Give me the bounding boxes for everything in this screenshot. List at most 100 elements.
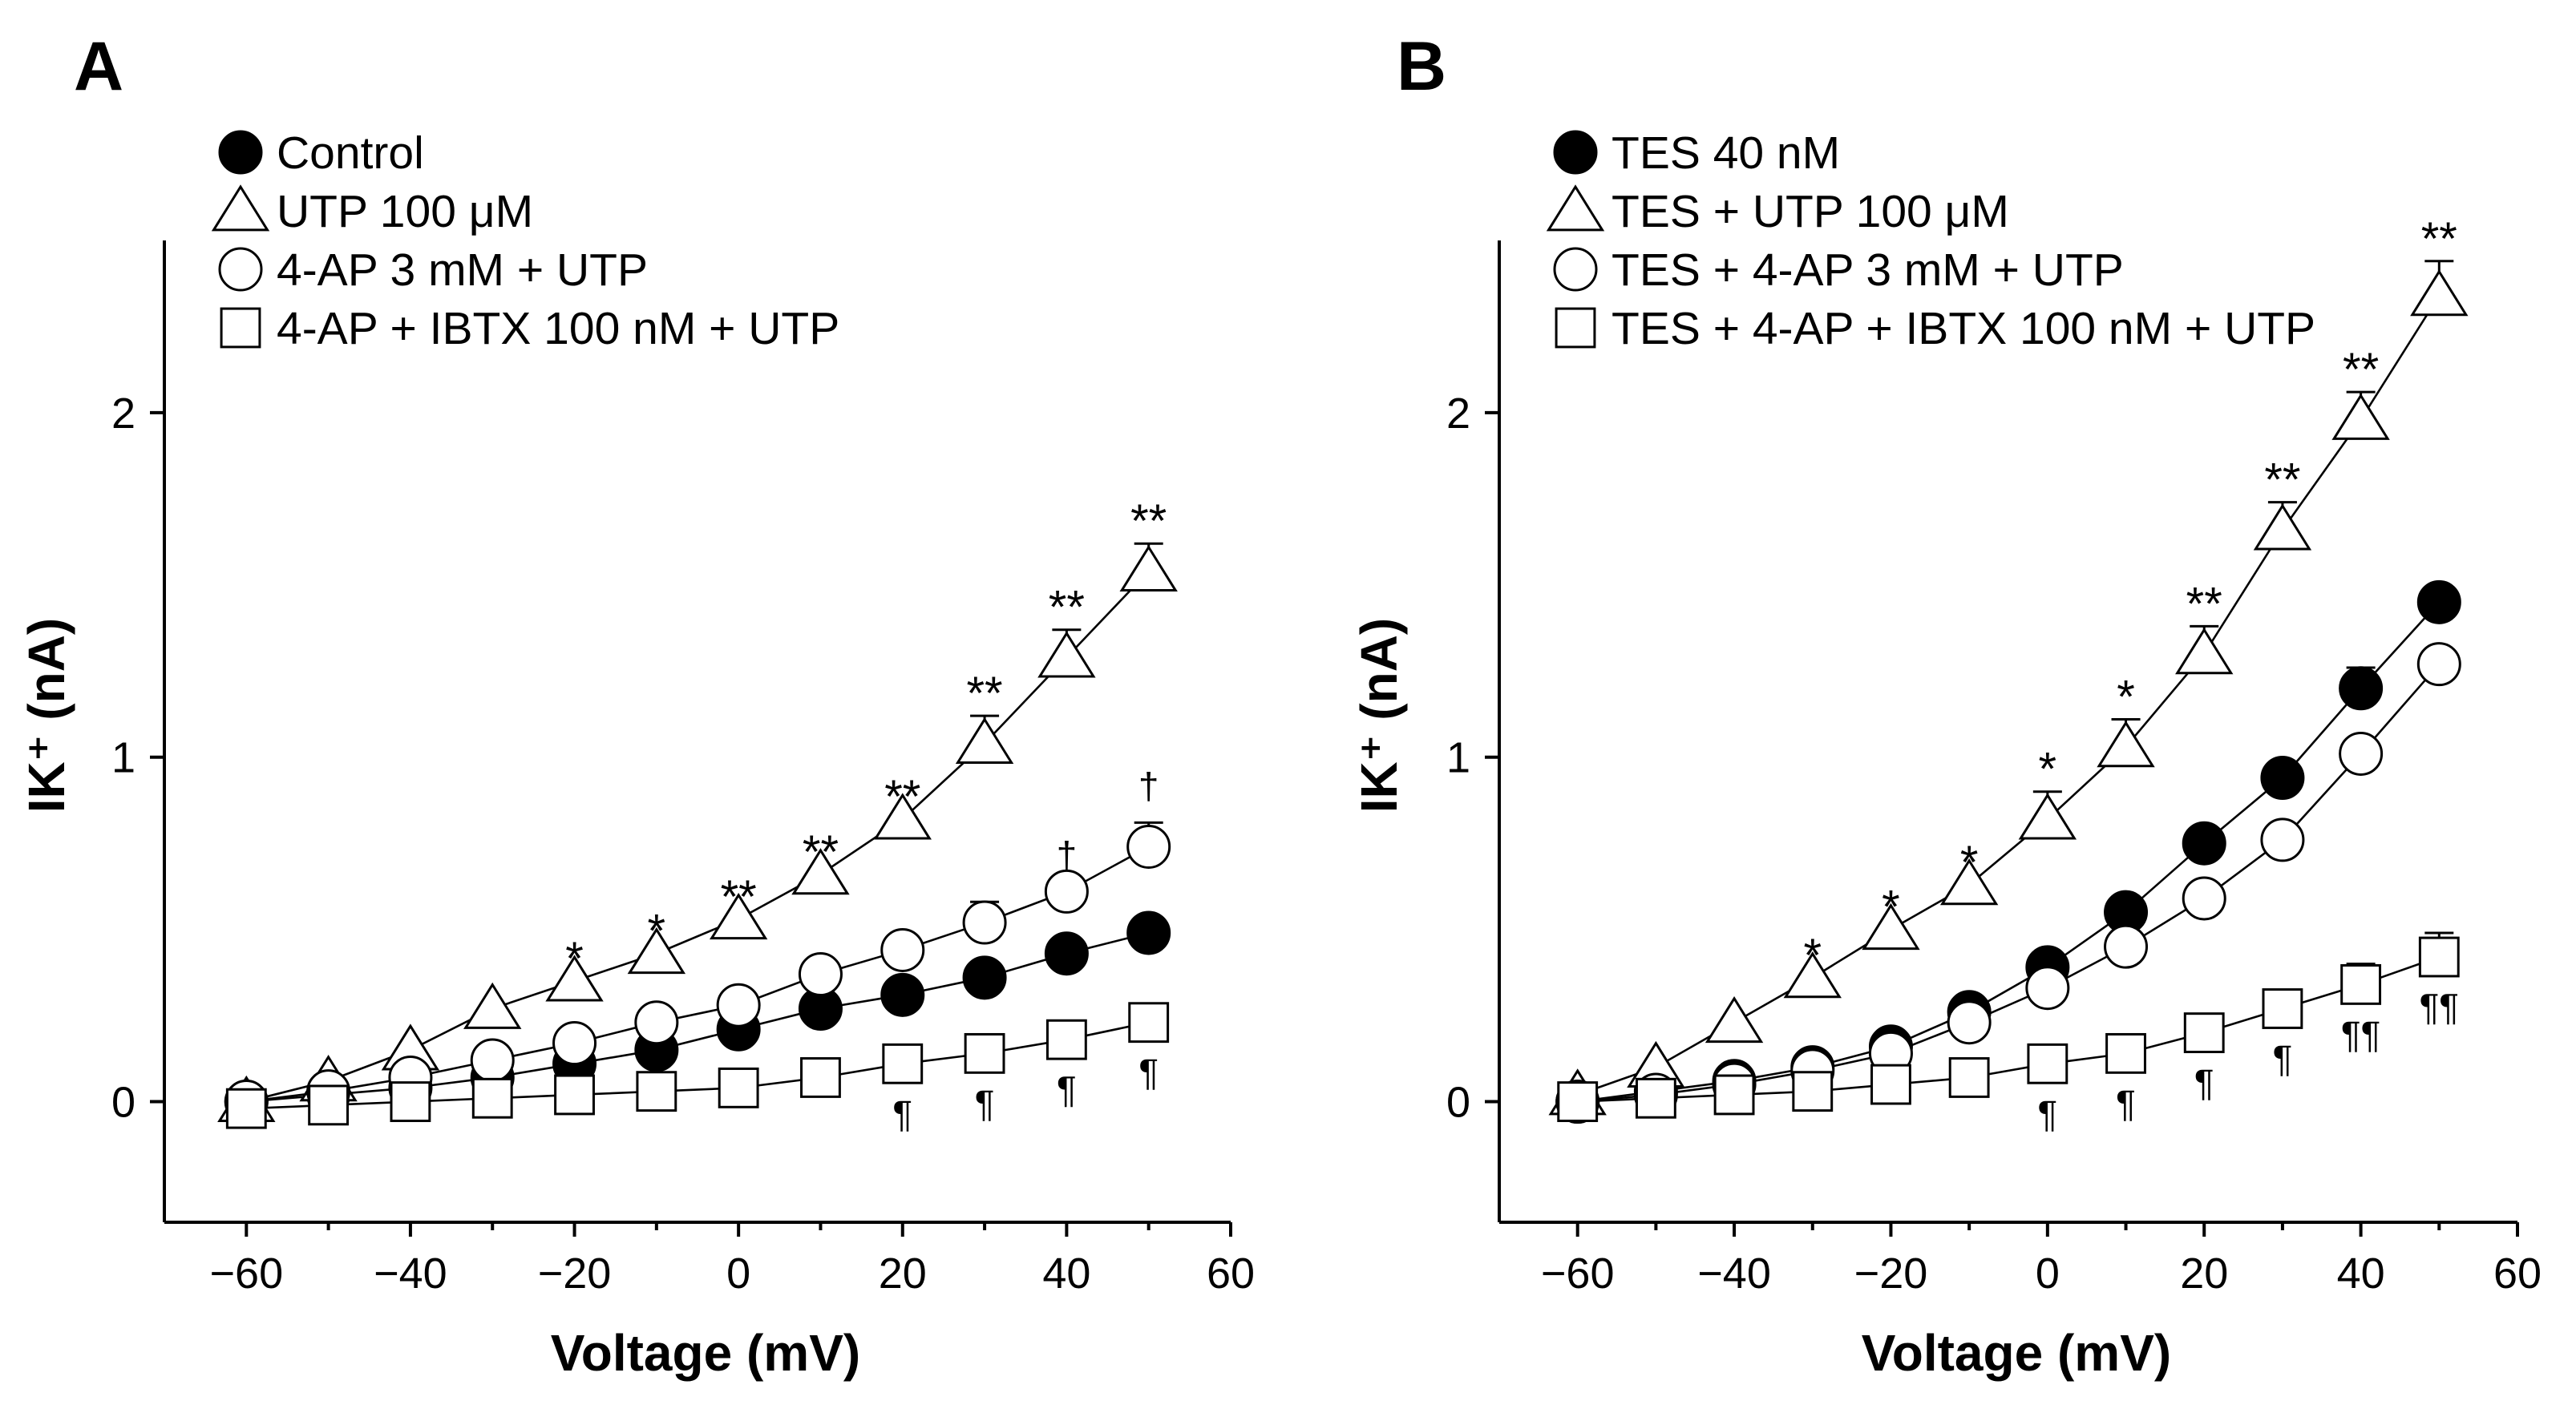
data-point <box>2018 793 2077 840</box>
series-1 <box>1548 260 2469 1116</box>
series-3 <box>225 1002 1170 1129</box>
significance-marker: ** <box>803 826 839 878</box>
data-point <box>798 952 843 997</box>
legend-marker <box>1546 184 1605 232</box>
data-point <box>709 893 768 940</box>
data-point <box>308 1084 350 1126</box>
data-point <box>880 927 925 972</box>
data-point <box>1870 1064 1911 1105</box>
data-point <box>470 1038 515 1083</box>
x-tick-label: 0 <box>2036 1249 2060 1298</box>
x-tick-label: 0 <box>726 1249 750 1298</box>
panel-a: A −60 −40 −20 0 20 40 60 0 1 2 Voltage (mV) IK⁺ (nA)… <box>18 28 1255 1382</box>
significance-marker: ¶¶ <box>2420 986 2459 1027</box>
significance-marker: ** <box>2421 213 2457 265</box>
significance-marker: * <box>1882 882 1900 934</box>
data-point <box>1635 1077 1676 1119</box>
significance-marker: ** <box>966 668 1002 720</box>
data-point <box>2027 1043 2068 1084</box>
panel-b: B −60 −40 −20 0 20 40 60 0 1 2 Voltage (mV) IK⁺ (nA)… <box>1350 28 2542 1382</box>
data-point <box>2260 818 2305 862</box>
series-2 <box>224 821 1171 1124</box>
data-point <box>554 1074 595 1116</box>
legend-label: UTP 100 μM <box>277 186 533 237</box>
legend-label: 4-AP + IBTX 100 nM + UTP <box>277 303 839 354</box>
legend-label: Control <box>277 127 424 179</box>
legend-marker <box>211 184 270 232</box>
significance-marker: ¶ <box>2116 1082 2136 1124</box>
data-point <box>2416 642 2461 687</box>
legend-marker <box>218 247 263 292</box>
significance-marker: ** <box>1049 582 1085 634</box>
data-point <box>1045 1019 1087 1060</box>
data-point <box>880 972 925 1017</box>
legend-item: 4-AP 3 mM + UTP <box>218 244 648 296</box>
data-point <box>962 900 1007 945</box>
data-point <box>390 1081 431 1122</box>
data-point <box>552 1020 597 1065</box>
legend-label: TES + 4-AP + IBTX 100 nM + UTP <box>1612 303 2315 354</box>
series-line <box>1577 955 2440 1103</box>
legend-item: TES 40 nM <box>1553 127 1840 179</box>
data-point <box>964 1032 1005 1074</box>
series-line <box>246 1021 1149 1110</box>
panel-letter: A <box>74 28 123 105</box>
data-point <box>1128 1002 1170 1044</box>
significance-marker: * <box>2117 671 2135 723</box>
series-3 <box>1557 931 2460 1122</box>
legend-marker <box>1553 247 1598 292</box>
legend-label: 4-AP 3 mM + UTP <box>277 244 648 296</box>
data-point <box>2339 666 2384 711</box>
data-point <box>2097 721 2155 768</box>
data-point <box>1557 1081 1599 1122</box>
x-tick-label: −60 <box>210 1249 284 1298</box>
significance-marker: ¶¶ <box>2341 1013 2380 1055</box>
legend: TES 40 nM TES + UTP 100 μM TES + 4-AP 3 mM… <box>1546 127 2315 354</box>
data-point <box>634 1000 679 1045</box>
significance-marker: ¶ <box>975 1082 995 1124</box>
y-tick-label: 1 <box>111 734 135 782</box>
significance-marker: ¶ <box>2194 1062 2214 1104</box>
significance-marker: * <box>648 906 666 958</box>
x-tick-label: 40 <box>2337 1249 2385 1298</box>
panel-letter: B <box>1397 28 1446 105</box>
data-point <box>471 1077 513 1119</box>
data-point <box>1705 995 1764 1044</box>
y-axis-title: IK⁺ (nA) <box>1350 618 1408 813</box>
data-point <box>1713 1074 1755 1116</box>
data-point <box>1947 1000 1992 1045</box>
data-point <box>1119 544 1178 592</box>
legend: Control UTP 100 μM 4-AP 3 mM + UTP 4-AP + I… <box>211 127 839 354</box>
data-point <box>2416 579 2461 624</box>
data-point <box>2182 821 2226 866</box>
x-axis-title: Voltage (mV) <box>551 1324 860 1382</box>
data-point <box>2260 756 2305 801</box>
legend-item: TES + 4-AP + IBTX 100 nM + UTP <box>1555 303 2315 354</box>
significance-marker: ¶ <box>892 1092 912 1134</box>
y-tick-label: 2 <box>111 390 135 438</box>
data-point <box>1044 931 1089 976</box>
data-point <box>882 1043 924 1084</box>
series-line <box>1577 295 2441 1096</box>
x-tick-label: −60 <box>1541 1249 1615 1298</box>
y-tick-label: 1 <box>1446 734 1470 782</box>
legend-label: TES + UTP 100 μM <box>1612 186 2009 237</box>
y-axis-title: IK⁺ (nA) <box>18 618 75 813</box>
data-point <box>1037 631 1096 678</box>
x-tick-label: 60 <box>1207 1249 1255 1298</box>
data-point <box>2104 924 2149 969</box>
data-point <box>2418 936 2460 978</box>
y-tick-label: 2 <box>1446 390 1470 438</box>
data-point <box>2410 269 2469 317</box>
data-point <box>873 793 932 840</box>
x-tick-label: 60 <box>2493 1249 2542 1298</box>
x-axis-title: Voltage (mV) <box>1862 1324 2171 1382</box>
data-point <box>2025 966 2070 1011</box>
legend-item: UTP 100 μM <box>211 184 533 237</box>
significance-marker: ** <box>2186 578 2222 630</box>
significance-marker: * <box>2039 744 2057 796</box>
data-point <box>800 1057 841 1098</box>
legend-marker <box>218 130 263 175</box>
significance-marker: ** <box>884 771 920 823</box>
